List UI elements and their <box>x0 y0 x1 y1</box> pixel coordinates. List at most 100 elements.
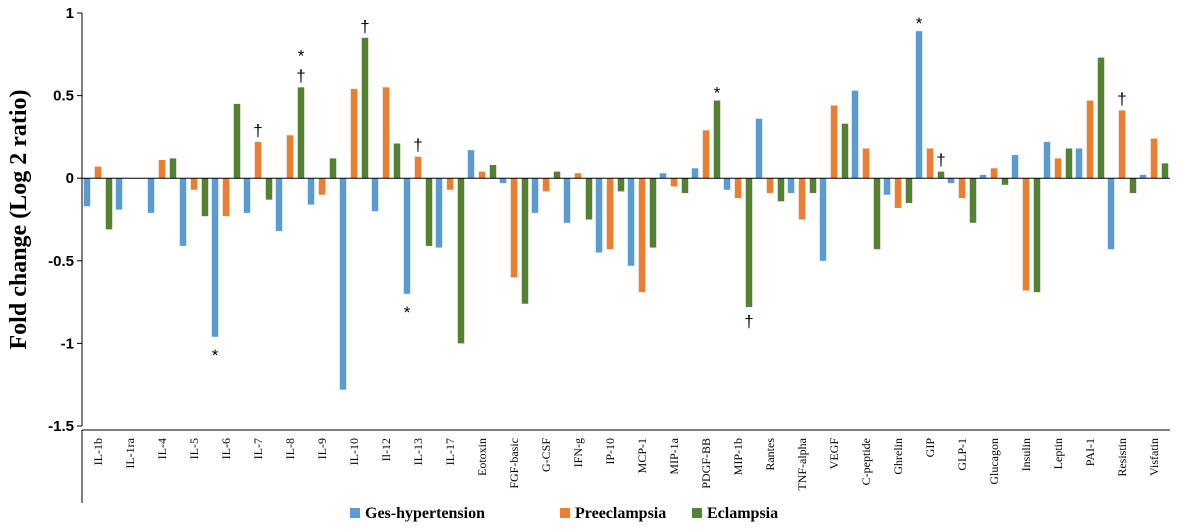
bar-ip-10-eclampsia <box>617 178 625 192</box>
x-tick-label: IFN-g <box>571 438 585 467</box>
bar-glucagon-ges-hypertension <box>979 174 987 179</box>
bar-pdgf-bb-eclampsia <box>713 100 721 179</box>
x-tick-label: MIP-1b <box>731 438 745 475</box>
bar-il-6-ges-hypertension <box>211 178 219 337</box>
bar-gip-ges-hypertension <box>915 31 923 179</box>
bar-il-10-preeclampsia <box>350 88 358 179</box>
x-tick-label: IL-5 <box>187 438 201 459</box>
bar-tnf-alpha-ges-hypertension <box>787 178 795 194</box>
y-tick-label: 1 <box>66 5 74 22</box>
bar-fgf-basic-eclampsia <box>521 178 529 304</box>
legend-label: Preeclampsia <box>575 505 666 522</box>
x-tick-label: Eotoxin <box>475 438 489 476</box>
x-tick-label: VEGF <box>827 438 841 470</box>
bar-fgf-basic-ges-hypertension <box>499 178 507 184</box>
bar-glucagon-preeclampsia <box>990 168 998 179</box>
bar-il-7-ges-hypertension <box>243 178 251 213</box>
significance-asterisk: * <box>404 303 411 322</box>
bar-il-1b-eclampsia <box>105 178 113 230</box>
y-tick-label: -1 <box>61 335 74 352</box>
bar-resistin-eclampsia <box>1129 178 1137 194</box>
bar-mip-1a-preeclampsia <box>670 178 678 187</box>
bar-il-4-ges-hypertension <box>147 178 155 213</box>
bar-pai-1-preeclampsia <box>1086 100 1094 179</box>
x-tick-label: IL-1b <box>91 438 105 465</box>
bar-il-13-eclampsia <box>425 178 433 246</box>
bar-eotoxin-ges-hypertension <box>467 150 475 179</box>
legend-swatch <box>692 508 702 518</box>
bar-il-7-preeclampsia <box>254 141 262 179</box>
bar-g-csf-ges-hypertension <box>531 178 539 213</box>
bar-mip-1a-ges-hypertension <box>659 173 667 179</box>
bar-pai-1-ges-hypertension <box>1075 148 1083 179</box>
bar-il-6-preeclampsia <box>222 178 230 217</box>
bar-il-1b-preeclampsia <box>94 166 102 179</box>
x-tick-label: IL-6 <box>219 438 233 459</box>
bar-il-8-ges-hypertension <box>275 178 283 232</box>
significance-dagger: † <box>936 151 945 170</box>
x-tick-label: Ghrelin <box>891 438 905 475</box>
bar-ghrelin-eclampsia <box>905 178 913 203</box>
x-tick-label: GLP-1 <box>955 438 969 471</box>
bar-ifn-g-ges-hypertension <box>563 178 571 223</box>
significance-marks: *††*††**†*†† <box>212 14 1127 365</box>
bar-glucagon-eclampsia <box>1001 178 1009 185</box>
bar-il-12-eclampsia <box>393 143 401 179</box>
y-axis-label: Fold change (Log 2 ratio) <box>6 90 32 350</box>
x-tick-label: MCP-1 <box>635 438 649 473</box>
significance-dagger: † <box>744 312 753 331</box>
bar-il-8-eclampsia <box>297 87 305 179</box>
bar-visfatin-ges-hypertension <box>1139 174 1147 179</box>
bar-mcp-1-preeclampsia <box>638 178 646 293</box>
x-tick-label: Leptin <box>1051 438 1065 469</box>
x-tick-label: IL-7 <box>251 438 265 459</box>
bar-eotoxin-eclampsia <box>489 164 497 179</box>
bar-il-5-preeclampsia <box>190 178 198 190</box>
bar-resistin-ges-hypertension <box>1107 178 1115 250</box>
bar-rantes-ges-hypertension <box>755 118 763 179</box>
bar-il-5-eclampsia <box>201 178 209 217</box>
x-tick-label: Glucagon <box>987 438 1001 485</box>
bar-il-1ra-ges-hypertension <box>115 178 123 210</box>
y-tick-label: -1.5 <box>48 418 74 435</box>
bar-il-13-ges-hypertension <box>403 178 411 294</box>
bar-il-8-preeclampsia <box>286 135 294 179</box>
bar-ghrelin-preeclampsia <box>894 178 902 208</box>
x-tick-label: GIP <box>923 438 937 458</box>
bar-rantes-eclampsia <box>777 178 785 202</box>
bar-il-17-preeclampsia <box>446 178 454 190</box>
bar-mip-1b-eclampsia <box>745 178 753 308</box>
x-axis: IL-1b IL-1ra IL-4 IL-5 IL-6 IL-7 IL-8 IL-9 IL-10… <box>81 177 1170 503</box>
x-tick-label: G-CSF <box>539 438 553 472</box>
legend-label: Eclampsia <box>707 505 778 522</box>
bar-il-10-ges-hypertension <box>339 178 347 390</box>
bar-ip-10-preeclampsia <box>606 178 614 250</box>
bar-tnf-alpha-preeclampsia <box>798 178 806 220</box>
x-tick-label: Il-12 <box>379 438 393 461</box>
bar-insulin-preeclampsia <box>1022 178 1030 291</box>
bar-il-12-ges-hypertension <box>371 178 379 212</box>
x-tick-label: IL-17 <box>443 438 457 465</box>
y-tick-label: 0 <box>66 170 74 187</box>
x-tick-label: IL-8 <box>283 438 297 459</box>
bar-g-csf-preeclampsia <box>542 178 550 192</box>
bar-gip-preeclampsia <box>926 148 934 179</box>
bar-il-4-preeclampsia <box>158 160 166 179</box>
bar-il-10-eclampsia <box>361 37 369 179</box>
bars <box>83 31 1169 390</box>
y-axis: -1.5 -1 -0.5 0 0.5 1 <box>48 5 83 435</box>
legend: Ges-hypertension Preeclampsia Eclampsia <box>350 505 778 522</box>
significance-dagger: † <box>253 121 262 140</box>
x-tick-label: C-peptide <box>859 438 873 485</box>
x-tick-label: Visfatin <box>1147 438 1161 476</box>
legend-swatch <box>560 508 570 518</box>
x-tick-label: Resistin <box>1115 438 1129 477</box>
bar-visfatin-preeclampsia <box>1150 138 1158 179</box>
x-tick-label: FGF-basic <box>507 438 521 489</box>
bar-pdgf-bb-ges-hypertension <box>691 168 699 179</box>
y-axis-label-group: Fold change (Log 2 ratio) <box>6 90 32 350</box>
bar-leptin-eclampsia <box>1065 148 1073 179</box>
significance-asterisk: * <box>298 46 305 65</box>
bar-c-peptide-ges-hypertension <box>851 90 859 179</box>
